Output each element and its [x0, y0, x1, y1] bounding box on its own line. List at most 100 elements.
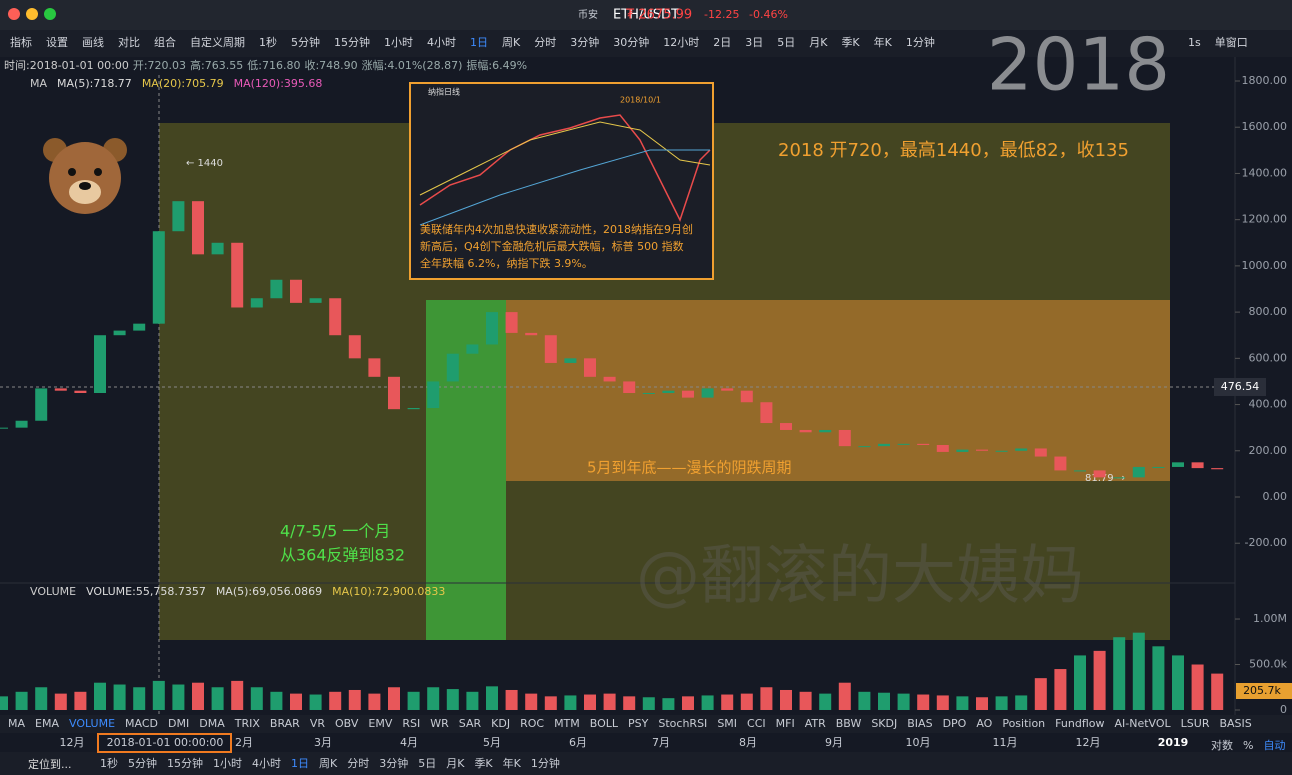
indicator-tab[interactable]: PSY	[628, 717, 649, 730]
toolbar-item[interactable]: 自定义周期	[190, 35, 245, 49]
candle	[917, 443, 930, 445]
period-item[interactable]: 1小时	[213, 757, 242, 770]
toolbar-item[interactable]: 设置	[46, 36, 68, 49]
toolbar-item[interactable]: 30分钟	[613, 35, 649, 49]
y-tick-label: 1400.00	[1242, 166, 1288, 179]
indicator-tab[interactable]: BBW	[836, 717, 862, 730]
candle	[819, 429, 832, 433]
indicator-tab[interactable]: ATR	[805, 717, 826, 730]
candle	[54, 388, 67, 391]
indicator-tab[interactable]: MACD	[125, 717, 158, 730]
indicator-tab[interactable]: BOLL	[590, 717, 619, 730]
toolbar-item[interactable]: 1秒	[259, 35, 277, 49]
toolbar-item[interactable]: 单窗口	[1215, 35, 1248, 49]
volume-bar	[74, 691, 87, 710]
indicator-tab[interactable]: OBV	[335, 717, 359, 730]
period-item[interactable]: 15分钟	[167, 756, 203, 770]
period-item[interactable]: 分时	[347, 757, 369, 770]
toolbar-item[interactable]: 画线	[82, 35, 104, 49]
toolbar-item[interactable]: 季K	[841, 36, 860, 49]
toolbar-item[interactable]: 15分钟	[334, 35, 370, 49]
info-item: 低:716.80	[247, 59, 300, 72]
locate-button[interactable]: 定位到...	[28, 757, 72, 771]
period-item[interactable]: 年K	[503, 756, 522, 770]
watermark: @翻滚的大姨妈	[636, 540, 1084, 614]
period-item[interactable]: 1分钟	[531, 756, 560, 770]
decline-note: 5月到年底——漫长的阴跌周期	[587, 459, 792, 477]
toolbar-item[interactable]: 3分钟	[570, 35, 599, 49]
candle	[407, 408, 420, 410]
period-item[interactable]: 4小时	[252, 757, 281, 770]
toolbar-item[interactable]: 组合	[154, 35, 176, 49]
toolbar-item[interactable]: 对比	[118, 35, 140, 49]
indicator-tab[interactable]: TRIX	[234, 717, 261, 730]
toolbar-item[interactable]: 年K	[874, 35, 893, 49]
price: ₮ 2675.99	[626, 8, 692, 23]
indicator-tab[interactable]: KDJ	[491, 717, 510, 730]
toolbar-item[interactable]: 1日	[470, 36, 488, 49]
indicator-tab[interactable]: SKDJ	[871, 717, 897, 730]
toolbar-item[interactable]: 2日	[713, 36, 731, 49]
toolbar-item[interactable]: 1小时	[384, 36, 413, 49]
indicator-tab[interactable]: VOLUME	[69, 717, 115, 730]
toolbar-item[interactable]: 分时	[534, 36, 556, 49]
indicator-tab[interactable]: Fundflow	[1055, 717, 1104, 730]
indicator-tab[interactable]: MA	[8, 717, 25, 730]
indicator-tab[interactable]: SAR	[459, 717, 482, 730]
indicator-tab[interactable]: BIAS	[907, 717, 932, 730]
indicator-tab[interactable]: LSUR	[1181, 717, 1210, 730]
period-item[interactable]: 1日	[291, 757, 309, 770]
indicator-tab[interactable]: VR	[310, 717, 326, 730]
toolbar-item[interactable]: 周K	[502, 36, 521, 49]
axis-option[interactable]: %	[1243, 739, 1253, 752]
indicator-tab[interactable]: DMA	[199, 717, 225, 730]
axis-option[interactable]: 对数	[1211, 738, 1233, 752]
toolbar-item[interactable]: 4小时	[427, 36, 456, 49]
period-item[interactable]: 5日	[418, 757, 436, 770]
toolbar-item[interactable]: 1分钟	[906, 35, 935, 49]
period-item[interactable]: 5分钟	[128, 756, 157, 770]
indicator-tab[interactable]: AI-NetVOL	[1114, 717, 1171, 730]
candle	[956, 449, 969, 452]
toolbar-item[interactable]: 指标	[10, 35, 32, 49]
candle	[1015, 448, 1028, 451]
toolbar-item[interactable]: 月K	[809, 36, 828, 49]
indicator-tab[interactable]: WR	[430, 717, 449, 730]
volume-bar	[917, 694, 930, 710]
axis-option[interactable]: 自动	[1263, 739, 1285, 752]
indicator-tab[interactable]: BASIS	[1219, 717, 1251, 730]
period-item[interactable]: 月K	[446, 757, 465, 770]
indicator-tab[interactable]: DMI	[168, 717, 189, 730]
candle	[290, 279, 302, 303]
toolbar-item[interactable]: 5分钟	[291, 35, 320, 49]
period-item[interactable]: 1秒	[100, 756, 118, 770]
indicator-tab[interactable]: BRAR	[270, 717, 300, 730]
volume-bar	[1211, 673, 1224, 710]
indicator-tab[interactable]: EMA	[35, 717, 59, 730]
indicator-tab[interactable]: StochRSI	[658, 717, 707, 730]
indicator-tab[interactable]: Position	[1002, 717, 1045, 730]
indicator-tab[interactable]: AO	[976, 717, 992, 730]
period-item[interactable]: 季K	[474, 757, 493, 770]
indicator-tab[interactable]: EMV	[368, 717, 392, 730]
indicator-tab[interactable]: ROC	[520, 717, 544, 730]
volume-bar	[15, 691, 28, 710]
candle	[1132, 466, 1145, 478]
indicator-tab[interactable]: MFI	[776, 717, 795, 730]
toolbar-item[interactable]: 3日	[745, 36, 763, 49]
volume-bar	[231, 680, 244, 710]
indicator-tab[interactable]: MTM	[554, 717, 580, 730]
volume-bar	[250, 687, 263, 710]
period-item[interactable]: 3分钟	[379, 756, 408, 770]
indicator-tab[interactable]: CCI	[747, 717, 766, 730]
ma-legend: MA	[30, 77, 47, 90]
toolbar-item[interactable]: 1s	[1188, 36, 1201, 49]
volume-bar	[388, 687, 400, 710]
toolbar-item[interactable]: 5日	[777, 36, 795, 49]
indicator-tab[interactable]: RSI	[402, 717, 420, 730]
toolbar-item[interactable]: 12小时	[663, 36, 699, 49]
period-item[interactable]: 周K	[319, 757, 338, 770]
volume-legend: MA(10):72,900.0833	[332, 585, 445, 598]
indicator-tab[interactable]: DPO	[943, 717, 967, 730]
indicator-tab[interactable]: SMI	[717, 717, 737, 730]
